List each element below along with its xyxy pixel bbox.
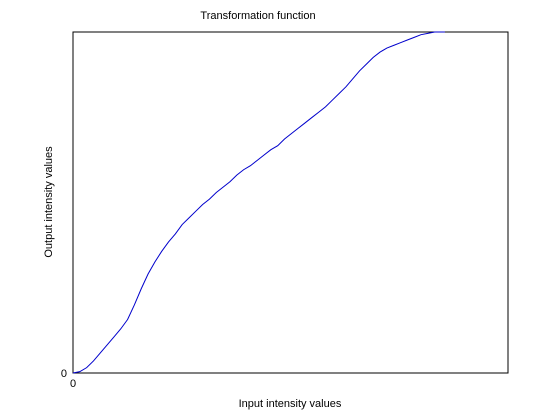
chart-title: Transformation function: [200, 10, 315, 22]
plot-area: [72, 31, 509, 374]
x-tick-label-0: 0: [70, 378, 76, 390]
y-tick-label-0: 0: [61, 368, 67, 380]
y-axis-label: Output intensity values: [43, 146, 55, 258]
series-line-transformation: [72, 31, 445, 374]
x-axis-label: Input intensity values: [239, 398, 342, 410]
